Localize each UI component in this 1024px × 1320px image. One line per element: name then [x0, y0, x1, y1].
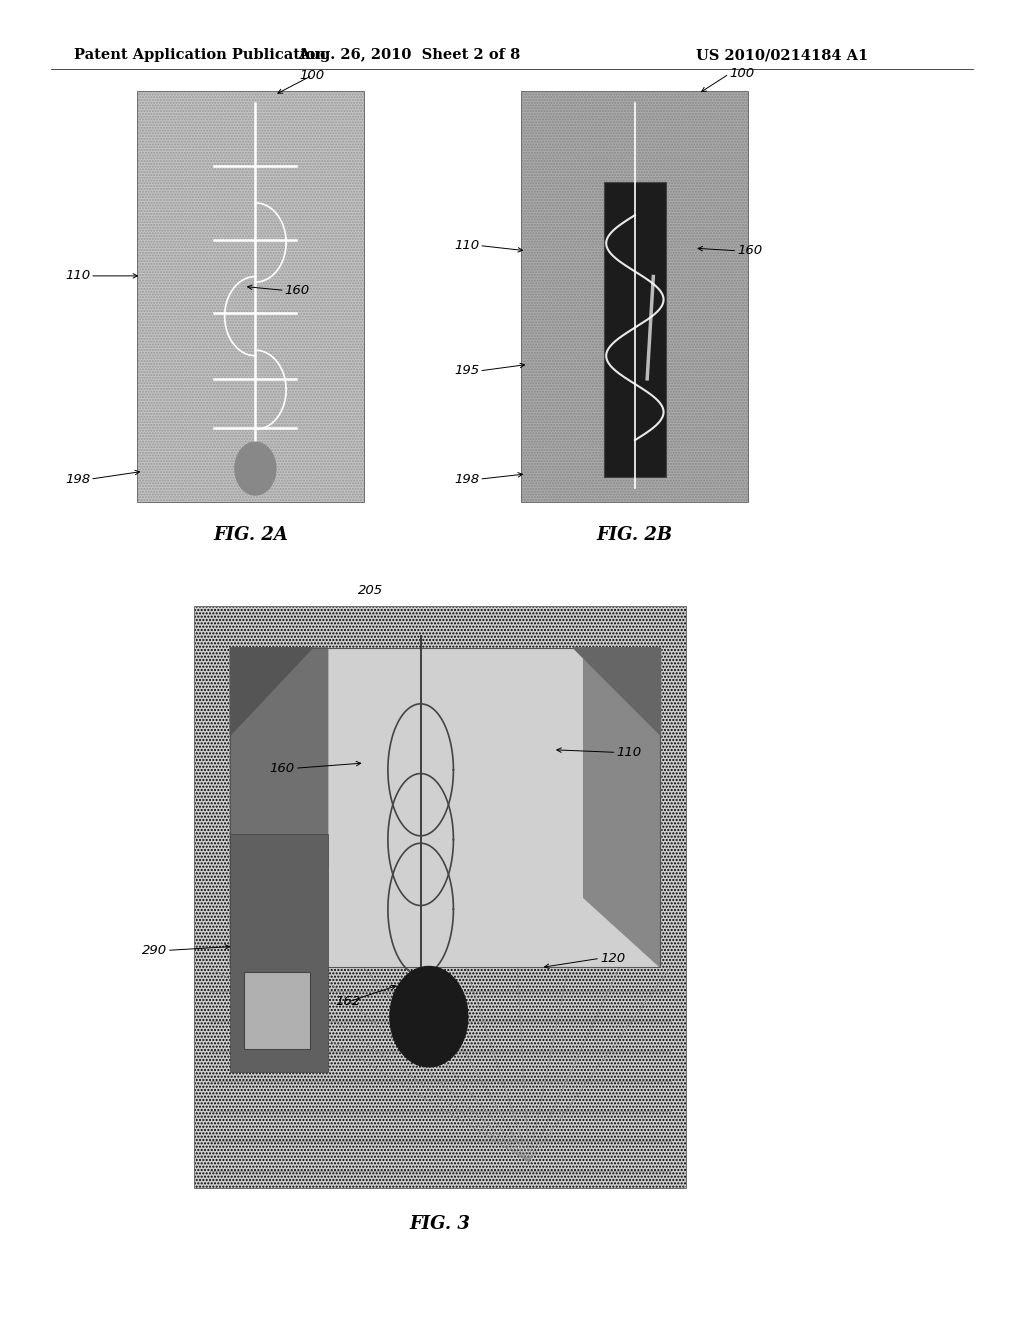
Polygon shape	[230, 648, 660, 968]
Polygon shape	[573, 648, 660, 735]
Text: 120: 120	[600, 952, 626, 965]
Text: FIG. 2B: FIG. 2B	[597, 525, 673, 544]
Text: Aug. 26, 2010  Sheet 2 of 8: Aug. 26, 2010 Sheet 2 of 8	[298, 49, 521, 62]
Polygon shape	[230, 648, 312, 735]
Text: 195: 195	[454, 364, 479, 378]
Text: 290: 290	[141, 944, 167, 957]
Text: US 2010/0214184 A1: US 2010/0214184 A1	[696, 49, 868, 62]
Text: 110: 110	[65, 269, 90, 282]
Circle shape	[390, 966, 468, 1067]
Polygon shape	[230, 648, 328, 968]
Text: 198: 198	[65, 473, 90, 486]
Bar	[244, 972, 310, 1048]
Bar	[522, 92, 748, 502]
Bar	[604, 182, 666, 477]
Bar	[138, 92, 364, 502]
Text: 100: 100	[729, 67, 755, 81]
Text: 100: 100	[300, 69, 325, 82]
Text: 160: 160	[737, 244, 763, 257]
Text: 110: 110	[454, 239, 479, 252]
Text: 160: 160	[269, 762, 295, 775]
Text: 162: 162	[336, 995, 360, 1008]
Polygon shape	[584, 648, 660, 968]
Bar	[522, 92, 748, 502]
Bar	[138, 92, 364, 502]
Bar	[230, 834, 328, 1072]
Bar	[195, 607, 686, 1188]
Text: 160: 160	[285, 284, 310, 297]
Text: FIG. 2A: FIG. 2A	[213, 525, 289, 544]
Text: 110: 110	[616, 746, 642, 759]
Text: Patent Application Publication: Patent Application Publication	[74, 49, 326, 62]
Text: FIG. 3: FIG. 3	[410, 1214, 471, 1233]
Bar	[195, 607, 686, 1188]
Circle shape	[234, 442, 275, 495]
Text: 198: 198	[454, 473, 479, 486]
Text: 205: 205	[358, 583, 383, 597]
